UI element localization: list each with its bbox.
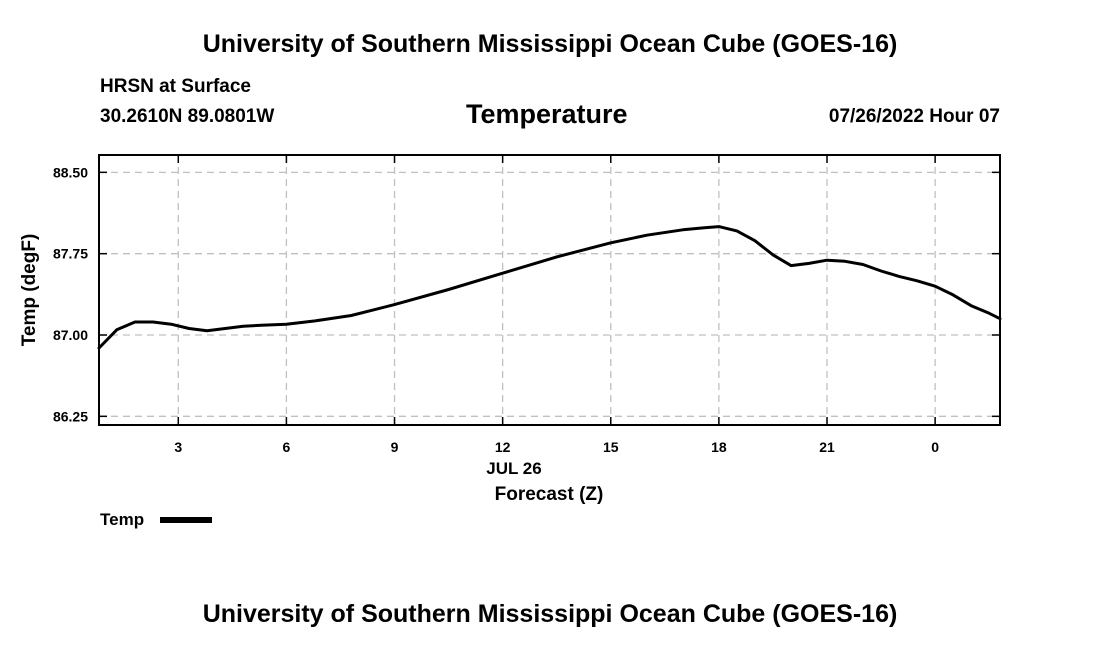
- x-tick-label: 3: [174, 439, 182, 455]
- datetime-label: 07/26/2022 Hour 07: [828, 106, 1000, 127]
- y-tick-label: 88.50: [53, 164, 88, 180]
- x-date-label: JUL 26: [486, 459, 541, 478]
- x-tick-label: 18: [711, 439, 727, 455]
- variable-title: Temperature: [466, 99, 628, 129]
- x-tick-label: 12: [495, 439, 511, 455]
- y-tick-label: 87.75: [53, 246, 88, 262]
- x-tick-label: 6: [283, 439, 291, 455]
- y-axis-label: Temp (degF): [19, 234, 40, 347]
- station-label: HRSN at Surface: [100, 76, 251, 97]
- main-title: University of Southern Mississippi Ocean…: [202, 30, 898, 58]
- footer-title: University of Southern Mississippi Ocean…: [202, 600, 898, 628]
- x-axis-label: Forecast (Z): [495, 484, 604, 505]
- temp-series-line: [97, 225, 1002, 350]
- y-tick-label: 86.25: [53, 408, 88, 424]
- x-tick-label: 21: [819, 439, 835, 455]
- x-tick-label: 9: [391, 439, 399, 455]
- location-label: 30.2610N 89.0801W: [100, 106, 275, 127]
- x-tick-label: 0: [931, 439, 939, 455]
- y-tick-label: 87.00: [53, 327, 88, 343]
- legend-label: Temp: [100, 510, 144, 529]
- x-tick-label: 15: [603, 439, 619, 455]
- plot-frame: [98, 154, 1001, 426]
